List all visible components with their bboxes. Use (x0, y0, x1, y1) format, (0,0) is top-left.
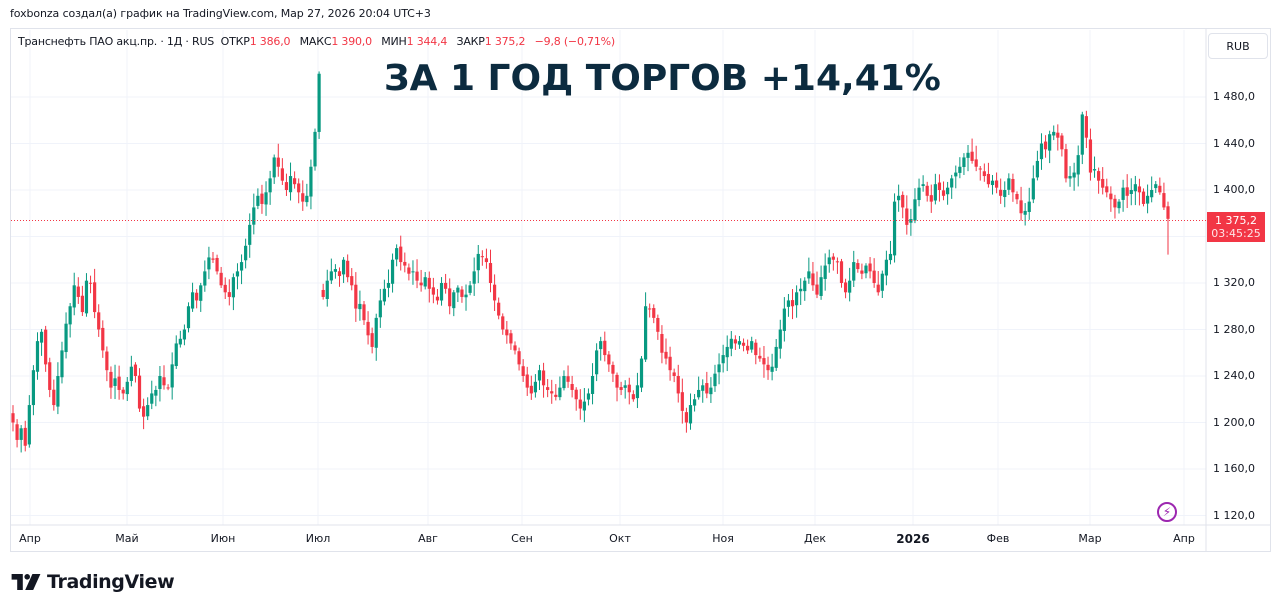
chart-headline-annotation: ЗА 1 ГОД ТОРГОВ +14,41% (384, 58, 941, 99)
flash-alert-icon[interactable]: ⚡ (1157, 502, 1177, 522)
price-tick-label: 1 240,0 (1213, 369, 1255, 382)
time-tick-label: Дек (803, 532, 827, 545)
time-tick-label: Ноя (712, 532, 734, 545)
price-tick-label: 1 320,0 (1213, 276, 1255, 289)
open-value: 1 386,0 (249, 35, 291, 48)
time-tick-label: Мар (1078, 532, 1102, 545)
time-tick-label: Июл (305, 532, 331, 545)
symbol-legend: Транснефть ПАО акц.пр. · 1Д · RUS ОТКР1 … (18, 35, 621, 48)
last-price-tag: 1 375,2 03:45:25 (1207, 212, 1265, 242)
time-tick-label: Фев (986, 532, 1010, 545)
price-tick-label: 1 120,0 (1213, 508, 1255, 522)
time-tick-label: Апр (1173, 532, 1195, 545)
time-tick-label: Апр (19, 532, 41, 545)
tradingview-brand: TradingView (47, 571, 175, 593)
time-tick-label: 2026 (896, 532, 930, 546)
candles (11, 71, 1170, 453)
tradingview-logo[interactable]: TradingView (11, 571, 175, 593)
high-value: 1 390,0 (331, 35, 372, 48)
price-tick-label: 1 480,0 (1213, 90, 1255, 103)
currency-button[interactable]: RUB (1208, 33, 1268, 59)
close-value: 1 375,2 (484, 35, 526, 48)
time-tick-label: Июн (210, 532, 236, 545)
low-label: МИН (381, 35, 407, 48)
price-tick-label: 1 400,0 (1213, 183, 1255, 196)
price-tick-label: 1 280,0 (1213, 322, 1255, 336)
bar-countdown: 03:45:25 (1211, 227, 1261, 240)
time-tick-label: Май (115, 532, 139, 545)
time-tick-label: Сен (511, 532, 533, 545)
symbol-name[interactable]: Транснефть ПАО акц.пр. · 1Д · RUS (18, 35, 215, 48)
close-label: ЗАКР (456, 35, 485, 48)
low-value: 1 344,4 (406, 35, 448, 48)
tradingview-logo-icon (11, 574, 41, 590)
price-tick-label: 1 160,0 (1213, 462, 1255, 475)
chart-frame[interactable] (10, 28, 1271, 552)
chart-attribution: foxbonza создал(а) график на TradingView… (10, 7, 431, 20)
time-tick-label: Окт (609, 532, 631, 545)
time-tick-label: Авг (418, 532, 438, 545)
grid-lines (11, 29, 1270, 551)
price-tick-label: 1 200,0 (1213, 415, 1255, 429)
open-label: ОТКР (220, 35, 250, 48)
high-label: МАКС (299, 35, 332, 48)
last-price: 1 375,2 (1215, 214, 1257, 227)
price-tick-label: 1 440,0 (1213, 136, 1255, 150)
change-value: −9,8 (−0,71%) (534, 35, 616, 48)
